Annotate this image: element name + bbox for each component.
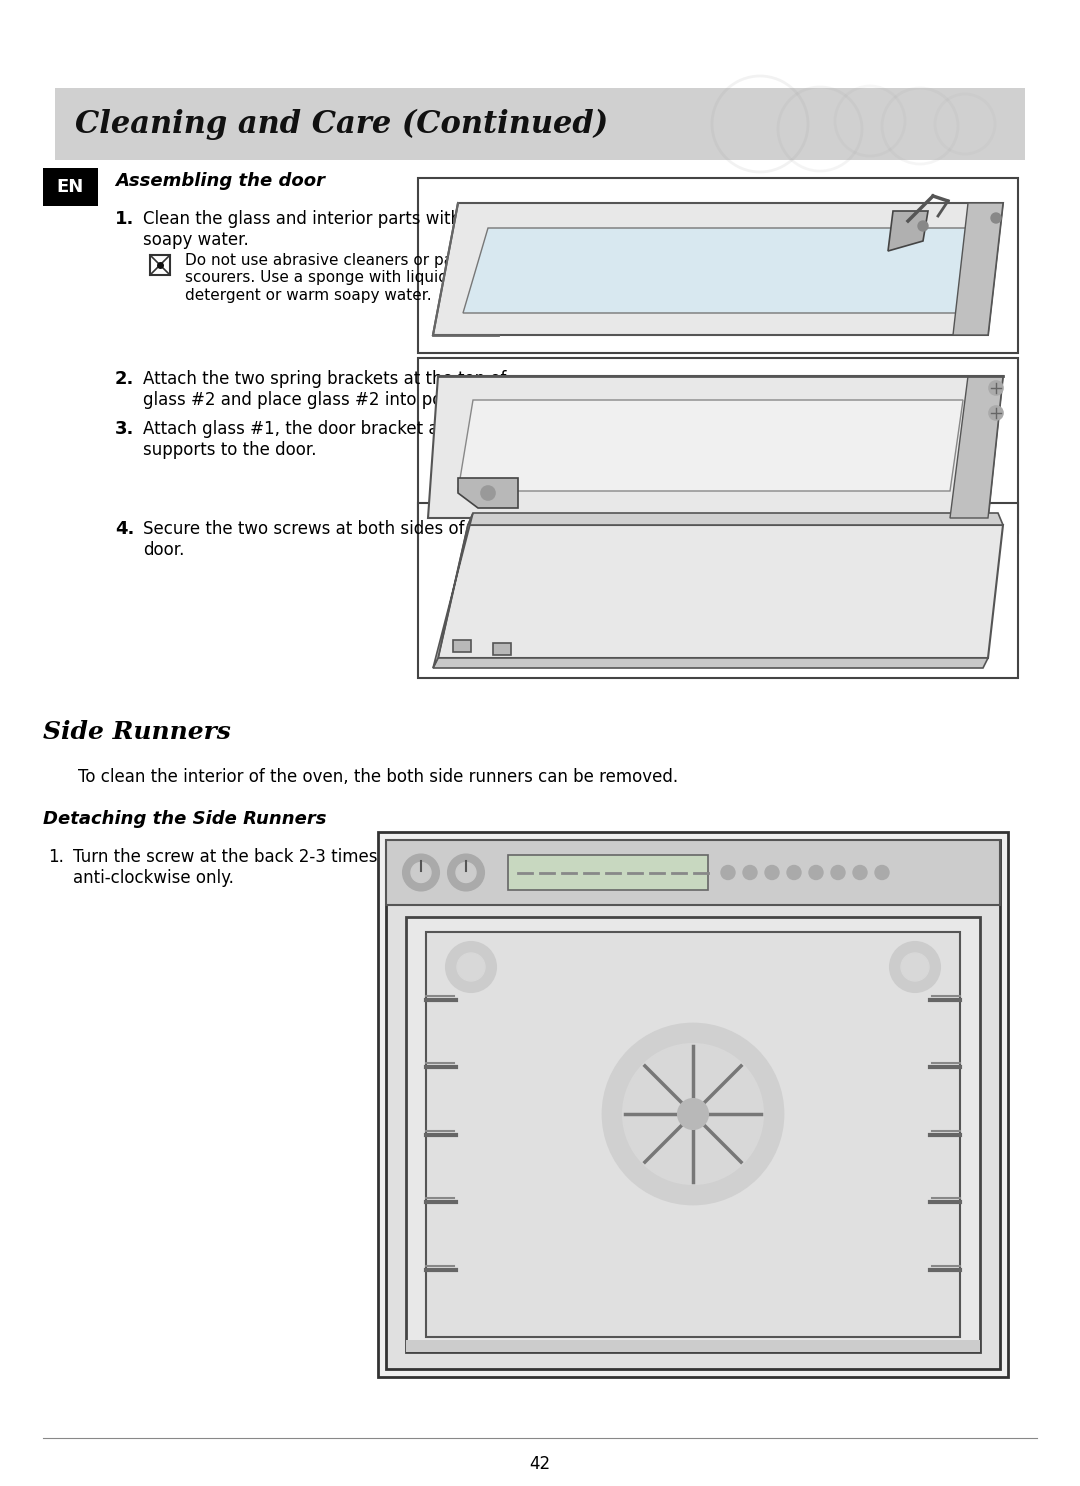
Polygon shape xyxy=(433,204,1003,334)
Bar xyxy=(386,840,1000,1369)
Circle shape xyxy=(456,862,476,883)
Circle shape xyxy=(448,854,484,890)
Polygon shape xyxy=(433,658,988,669)
Circle shape xyxy=(678,1100,708,1129)
Text: Cleaning and Care (Continued): Cleaning and Care (Continued) xyxy=(75,108,608,140)
Bar xyxy=(492,643,511,655)
Circle shape xyxy=(809,865,823,880)
Polygon shape xyxy=(468,513,1003,525)
Bar xyxy=(418,178,1018,354)
Text: Secure the two screws at both sides of the
door.: Secure the two screws at both sides of t… xyxy=(143,520,497,559)
Circle shape xyxy=(743,865,757,880)
Bar xyxy=(378,832,1008,1378)
Polygon shape xyxy=(950,376,1003,519)
Polygon shape xyxy=(458,400,963,490)
Polygon shape xyxy=(888,211,928,251)
Polygon shape xyxy=(438,525,1003,658)
Circle shape xyxy=(787,865,801,880)
Circle shape xyxy=(765,865,779,880)
Text: Clean the glass and interior parts with warm
soapy water.: Clean the glass and interior parts with … xyxy=(143,210,513,248)
Bar xyxy=(406,1340,980,1352)
Text: Detaching the Side Runners: Detaching the Side Runners xyxy=(43,810,326,828)
Circle shape xyxy=(989,380,1003,395)
Text: Assembling the door: Assembling the door xyxy=(114,172,325,190)
Polygon shape xyxy=(458,478,518,508)
Circle shape xyxy=(991,212,1001,223)
Circle shape xyxy=(446,942,496,993)
Text: Do not use abrasive cleaners or pan
scourers. Use a sponge with liquid
detergent: Do not use abrasive cleaners or pan scou… xyxy=(185,253,462,303)
Text: Attach the two spring brackets at the top of
glass #2 and place glass #2 into po: Attach the two spring brackets at the to… xyxy=(143,370,507,409)
Bar xyxy=(508,854,708,890)
Text: To clean the interior of the oven, the both side runners can be removed.: To clean the interior of the oven, the b… xyxy=(78,768,678,786)
Bar xyxy=(150,256,170,275)
Text: 3.: 3. xyxy=(114,421,134,438)
Bar xyxy=(55,88,1025,160)
Text: 4.: 4. xyxy=(114,520,134,538)
Bar xyxy=(418,358,1018,533)
Text: 1.: 1. xyxy=(48,849,64,866)
Text: Turn the screw at the back 2-3 times
anti-clockwise only.: Turn the screw at the back 2-3 times ant… xyxy=(73,849,378,887)
Bar xyxy=(43,168,98,207)
Text: Side Runners: Side Runners xyxy=(43,721,231,744)
Circle shape xyxy=(918,221,928,230)
Bar xyxy=(453,640,471,652)
Polygon shape xyxy=(433,513,473,669)
Bar xyxy=(406,917,980,1352)
Circle shape xyxy=(875,865,889,880)
Circle shape xyxy=(603,1024,783,1204)
Circle shape xyxy=(403,854,438,890)
Circle shape xyxy=(853,865,867,880)
Polygon shape xyxy=(953,204,1003,334)
Circle shape xyxy=(890,942,940,993)
Bar xyxy=(386,840,1000,905)
Text: Attach glass #1, the door bracket and the
supports to the door.: Attach glass #1, the door bracket and th… xyxy=(143,421,492,459)
Text: 2.: 2. xyxy=(114,370,134,388)
Text: 42: 42 xyxy=(529,1455,551,1473)
Text: 1.: 1. xyxy=(114,210,134,227)
Circle shape xyxy=(721,865,735,880)
Polygon shape xyxy=(463,227,983,314)
Bar xyxy=(418,502,1018,678)
Circle shape xyxy=(481,486,495,499)
Circle shape xyxy=(623,1045,762,1184)
Circle shape xyxy=(831,865,845,880)
Bar xyxy=(426,932,960,1337)
Polygon shape xyxy=(428,376,1003,519)
Circle shape xyxy=(989,406,1003,421)
Text: EN: EN xyxy=(57,178,84,196)
Circle shape xyxy=(411,862,431,883)
Circle shape xyxy=(901,953,929,981)
Circle shape xyxy=(457,953,485,981)
